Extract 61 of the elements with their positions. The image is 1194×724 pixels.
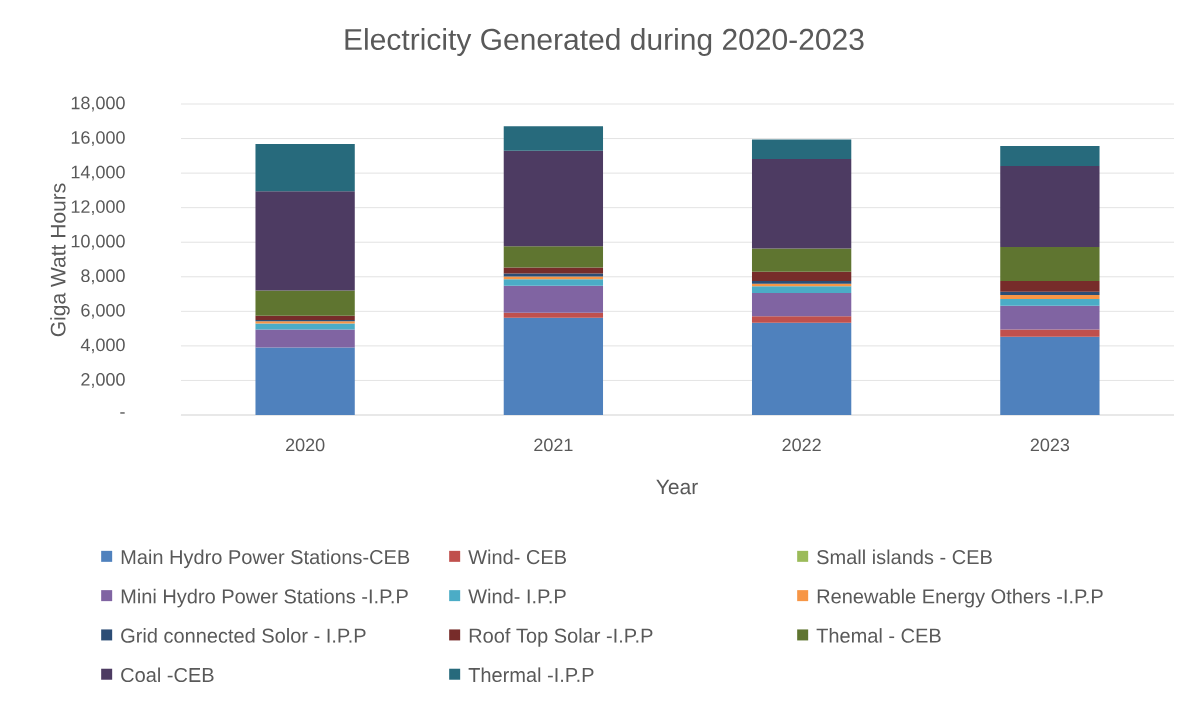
bar — [751, 139, 852, 159]
x-tick-label: 2020 — [286, 438, 325, 452]
y-tick-label: 2,000 — [81, 373, 125, 388]
bar — [255, 315, 355, 320]
bar — [503, 267, 604, 274]
bar — [1000, 305, 1100, 330]
y-tick-label: 10,000 — [71, 234, 125, 250]
legend-label: Roof Top Solar -I.P.P — [469, 628, 653, 647]
bar — [1000, 246, 1100, 281]
bar — [255, 143, 355, 192]
y-tick-label: 4,000 — [80, 338, 125, 354]
legend-label: Main Hydro Power Stations-CEB — [121, 549, 410, 569]
y-axis-title: Giga Watt Hours — [50, 183, 70, 337]
bar — [1000, 298, 1100, 306]
legend-label: Grid connected Solor - I.P.P — [121, 628, 366, 643]
bar — [1000, 291, 1100, 295]
bar — [503, 150, 604, 247]
bar — [1000, 329, 1100, 337]
bar — [1000, 280, 1100, 292]
legend-label: Wind- I.P.P — [468, 588, 566, 604]
x-tick-label: 2022 — [782, 438, 821, 452]
x-tick-label: 2023 — [1030, 438, 1070, 452]
bar — [751, 316, 852, 323]
bar — [1000, 336, 1100, 415]
y-tick-label: 12,000 — [71, 200, 125, 216]
bar — [255, 323, 355, 330]
x-axis-title: Year — [656, 479, 698, 495]
bar — [751, 248, 852, 272]
y-tick-label: 6,000 — [81, 303, 125, 319]
legend-label: Coal -CEB — [121, 667, 214, 683]
bar — [255, 191, 355, 291]
legend-label: Mini Hydro Power Stations -I.P.P — [121, 588, 408, 608]
bar — [255, 329, 355, 348]
y-tick-label: 14,000 — [71, 165, 125, 181]
bar — [751, 271, 852, 282]
y-tick-label: - — [120, 412, 125, 414]
legend-label: Thermal -I.P.P — [468, 667, 594, 683]
legend-label: Renewable Energy Others -I.P.P — [817, 588, 1103, 608]
bar — [503, 126, 604, 151]
x-tick-label: 2021 — [534, 438, 573, 452]
y-tick-label: 8,000 — [81, 269, 125, 285]
bar — [503, 312, 604, 318]
bar — [503, 285, 604, 313]
bar — [751, 322, 852, 415]
bar — [751, 293, 852, 317]
bar — [1000, 294, 1100, 299]
legend-label: Themal - CEB — [816, 628, 941, 643]
bar — [503, 246, 604, 268]
chart-title: Electricity Generated during 2020-2023 — [345, 28, 864, 56]
y-tick-label: 16,000 — [71, 131, 125, 146]
bar — [255, 347, 355, 415]
y-tick-label: 18,000 — [71, 96, 125, 112]
bar — [751, 158, 852, 249]
bar — [1000, 145, 1100, 167]
legend-label: Wind- CEB — [468, 549, 566, 565]
bar — [503, 317, 604, 415]
bar — [751, 286, 852, 294]
bar — [1000, 166, 1100, 247]
bar — [255, 290, 355, 316]
bar — [503, 279, 604, 286]
legend-label: Small islands - CEB — [817, 549, 992, 565]
